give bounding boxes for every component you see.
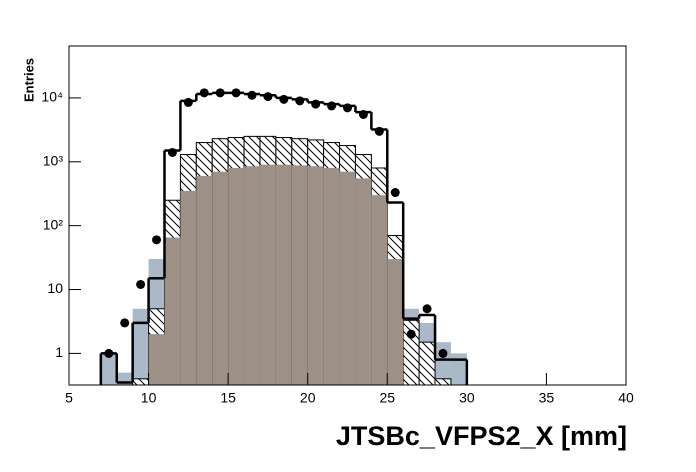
histogram-bar [132,378,150,386]
histogram-bar [307,166,324,385]
histogram-bar [164,237,181,385]
data-point [438,348,448,358]
histogram-bar [132,308,149,385]
histogram-bar [355,178,372,385]
data-point [136,279,146,289]
data-point [263,92,273,102]
x-tick-label: 20 [300,390,316,406]
histogram-bar [434,378,452,386]
histogram-bar [387,259,404,385]
y-tick-label: 1 [55,344,63,360]
histogram-bar [244,166,260,385]
data-point [343,103,352,113]
x-tick-label: 5 [65,390,73,406]
data-point [422,304,432,314]
x-tick-label: 15 [220,390,236,406]
data-point [406,329,416,339]
y-tick-label: 10² [43,216,64,232]
data-point [167,147,177,157]
histogram-bar [259,164,276,385]
x-tick-label: 35 [539,390,555,406]
y-tick-label: 10⁴ [41,89,63,105]
data-point [199,88,209,98]
histogram-bar [323,167,340,385]
histogram-bar [339,171,356,385]
x-tick-label: 10 [141,390,157,406]
data-point [152,235,162,245]
histogram-bar [148,334,165,385]
data-point [215,88,225,98]
x-tick-label: 30 [459,390,475,406]
data-point [183,97,193,107]
y-axis-label: Entries [21,58,36,102]
data-point [279,94,289,104]
data-point [120,318,130,328]
x-axis-label: JTSBc_VFPS2_X [mm] [336,421,627,451]
histogram-bar [418,341,436,386]
histogram-bar [291,165,308,385]
histogram-bar [371,195,388,385]
data-point [247,90,257,100]
data-point [295,96,305,106]
histogram-bar [275,164,292,385]
x-tick-label: 40 [618,390,634,406]
y-tick-label: 10 [47,280,63,296]
data-point [104,348,114,358]
histogram-bar [180,190,197,385]
histogram-bar [450,353,467,385]
histogram-bar [100,353,117,385]
histogram-bar [228,167,245,385]
data-point [374,126,384,136]
histogram-bar [212,171,229,385]
data-point [358,110,368,120]
data-point [327,101,337,111]
data-point [311,99,321,109]
histogram-bar [196,175,213,385]
x-tick-label: 25 [379,390,395,406]
data-point [231,88,241,98]
plot-frame [68,45,627,386]
data-point [390,188,400,198]
y-tick-label: 10³ [43,152,64,168]
